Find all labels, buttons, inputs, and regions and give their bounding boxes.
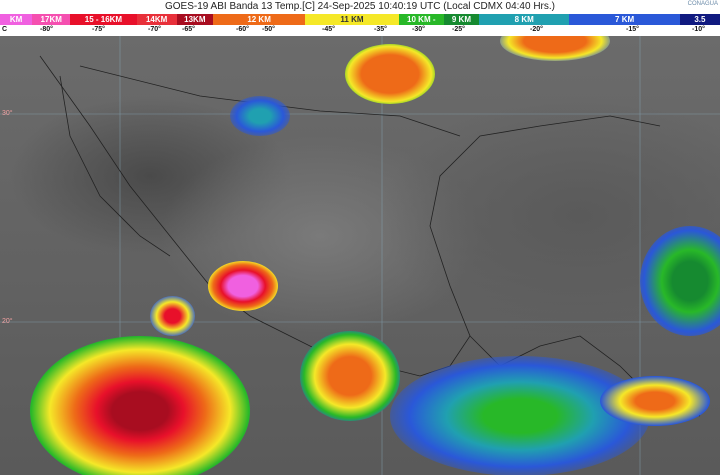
legend-segment: 9 KM	[443, 14, 480, 25]
temperature-tick: -45°	[322, 26, 335, 33]
legend-segment: KM	[0, 14, 33, 25]
temperature-tick: -30°	[412, 26, 425, 33]
map-overlay	[0, 36, 720, 475]
temperature-tick: -65°	[182, 26, 195, 33]
image-title: GOES-19 ABI Banda 13 Temp.[C] 24-Sep-202…	[164, 1, 555, 12]
legend-segment: 3.5	[679, 14, 720, 25]
temperature-tick: -10°	[692, 26, 705, 33]
temperature-tick: -80°	[40, 26, 53, 33]
legend-segment: 15 - 16KM	[70, 14, 137, 25]
legend-segment: 12 KM	[212, 14, 306, 25]
temperature-tick: -60°	[236, 26, 249, 33]
temperature-tick: C	[2, 26, 8, 33]
temperature-tick: -75°	[92, 26, 105, 33]
temperature-tick: -35°	[374, 26, 387, 33]
legend-segment: 11 KM	[305, 14, 399, 25]
temperature-tick: -20°	[530, 26, 543, 33]
legend-segment: 17KM	[32, 14, 71, 25]
conagua-logo: CONAGUA	[687, 1, 718, 7]
legend-segment: 8 KM	[479, 14, 570, 25]
temperature-tick: -25°	[452, 26, 465, 33]
latitude-label: 20°	[2, 318, 13, 325]
temperature-scale: C -80° -75° -70° -65° -60° -50° -45° -35° -30° -25…	[0, 25, 720, 35]
legend-segment: 14KM	[136, 14, 177, 25]
temperature-tick: -15°	[626, 26, 639, 33]
color-scale-legend: KM 17KM 15 - 16KM 14KM 13KM 12 KM 11 KM 10 KM -…	[0, 14, 720, 25]
temperature-tick: -50°	[262, 26, 275, 33]
satellite-map: 30° 20°	[0, 36, 720, 475]
legend-segment: 13KM	[176, 14, 213, 25]
temperature-tick: -70°	[148, 26, 161, 33]
legend-segment: 10 KM -	[398, 14, 444, 25]
legend-segment: 7 KM	[569, 14, 680, 25]
latitude-label: 30°	[2, 110, 13, 117]
